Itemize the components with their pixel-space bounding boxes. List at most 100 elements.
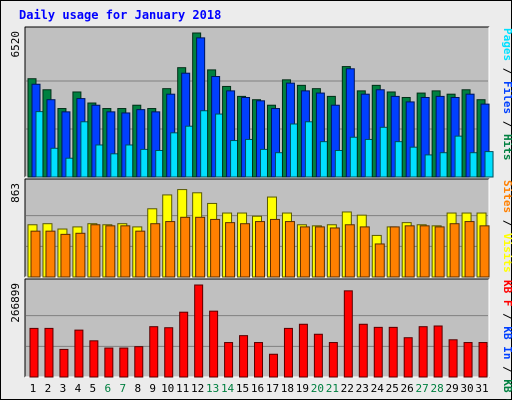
bar-sites [464,221,475,278]
x-tick-label: 21 [326,382,339,395]
bar-sites [314,226,325,278]
legend-entry: / [501,61,512,81]
bar-sites [449,223,460,278]
legend-entry: / [501,360,512,380]
legend-entry: Hits [501,134,512,161]
bar-sites [269,218,280,278]
x-tick-label: 16 [251,382,264,395]
bar-kb-f [298,323,308,378]
y-max-label: 266899 [9,283,22,323]
bar-kb-f [149,326,159,378]
panel-hits-files-pages: 6520 Pages / Files / Hits [9,26,512,178]
bar-kb-f [239,335,249,378]
bar-sites [359,226,370,278]
bar-kb-f [119,347,129,378]
bar-kb-f [268,353,278,378]
x-tick-label: 23 [356,382,369,395]
bar-kb-f [328,342,338,378]
bar-sites [389,226,400,278]
bar-sites [120,225,131,278]
x-axis-labels: 1 2 3 4 5 6 7 8 9 10 11 12 13 14 15 16 17 18 19 20 21 22 23 24 2… [30,382,489,395]
legend-entry: / [501,114,512,134]
bar-kb-f [134,346,144,378]
bar-sites [255,221,266,278]
x-tick-label: 18 [281,382,294,395]
bar-kb-f [418,326,428,378]
bar-pages [484,151,494,178]
bar-sites [75,232,86,278]
bar-sites [165,221,176,278]
x-tick-label: 3 [60,382,67,395]
bar-sites [135,230,146,278]
x-tick-label: 6 [105,382,112,395]
x-tick-label: 4 [75,382,82,395]
bar-sites [60,233,71,278]
bar-kb-f [403,337,413,378]
bar-kb-f [358,323,368,378]
x-tick-label: 29 [445,382,458,395]
bar-kb-f [164,327,174,378]
bar-kb-f [343,290,353,378]
legend-entry: KB In [501,326,512,359]
legend-entry: Sites [501,180,512,213]
x-tick-label: 22 [341,382,354,395]
x-tick-label: 13 [206,382,219,395]
x-tick-label: 2 [45,382,52,395]
x-tick-label: 17 [266,382,279,395]
bar-sites [105,225,116,278]
bar-sites [150,223,161,278]
bar-sites [30,230,41,278]
bar-sites [404,225,415,278]
bar-kb-f [29,327,39,378]
legend-entry: / [501,307,512,327]
legend-entry: Files [501,81,512,114]
bar-kb-f [463,342,473,378]
bar-kb-f [44,327,54,378]
legend-entry: Pages [501,28,512,61]
bar-kb-f [388,326,398,378]
bar-sites [374,243,385,278]
x-tick-label: 24 [371,382,385,395]
bar-sites [240,223,251,278]
bar-kb-f [433,325,443,378]
x-tick-label: 14 [221,382,235,395]
bar-kb-f [373,326,383,378]
legend-entry: KB F [501,280,512,307]
bar-sites [284,221,295,278]
x-tick-label: 8 [134,382,141,395]
bar-kb-f [104,347,114,378]
x-tick-label: 11 [176,382,189,395]
x-tick-label: 5 [90,382,97,395]
bar-kb-f [478,342,488,378]
x-tick-label: 7 [119,382,126,395]
bar-kb-f [89,340,99,378]
legend-entry: Visits [501,233,512,273]
bar-kb-f [179,311,189,378]
bar-sites [299,226,310,278]
bar-sites [434,226,445,278]
legend-entry: KB Out [501,379,512,400]
series-legend: Sites / Visits [501,180,512,273]
bar-sites [90,224,101,278]
panel-visits-sites: 863 Sites / Visits [9,178,512,278]
x-tick-label: 12 [191,382,204,395]
x-tick-label: 9 [149,382,156,395]
bar-sites [419,225,430,278]
bar-sites [45,230,56,278]
y-max-label: 6520 [9,31,22,58]
x-tick-label: 10 [161,382,174,395]
x-tick-label: 31 [475,382,488,395]
bar-kb-f [224,342,234,378]
chart-title: Daily usage for January 2018 [19,8,221,22]
x-tick-label: 26 [401,382,414,395]
bar-sites [225,222,236,278]
x-tick-label: 28 [430,382,443,395]
bar-kb-f [59,348,69,378]
x-tick-label: 25 [386,382,399,395]
y-max-label: 863 [9,183,22,203]
series-legend: KB F / KB In / KB Out [501,280,512,400]
bar-kb-f [448,339,458,378]
bar-sites [344,224,355,278]
